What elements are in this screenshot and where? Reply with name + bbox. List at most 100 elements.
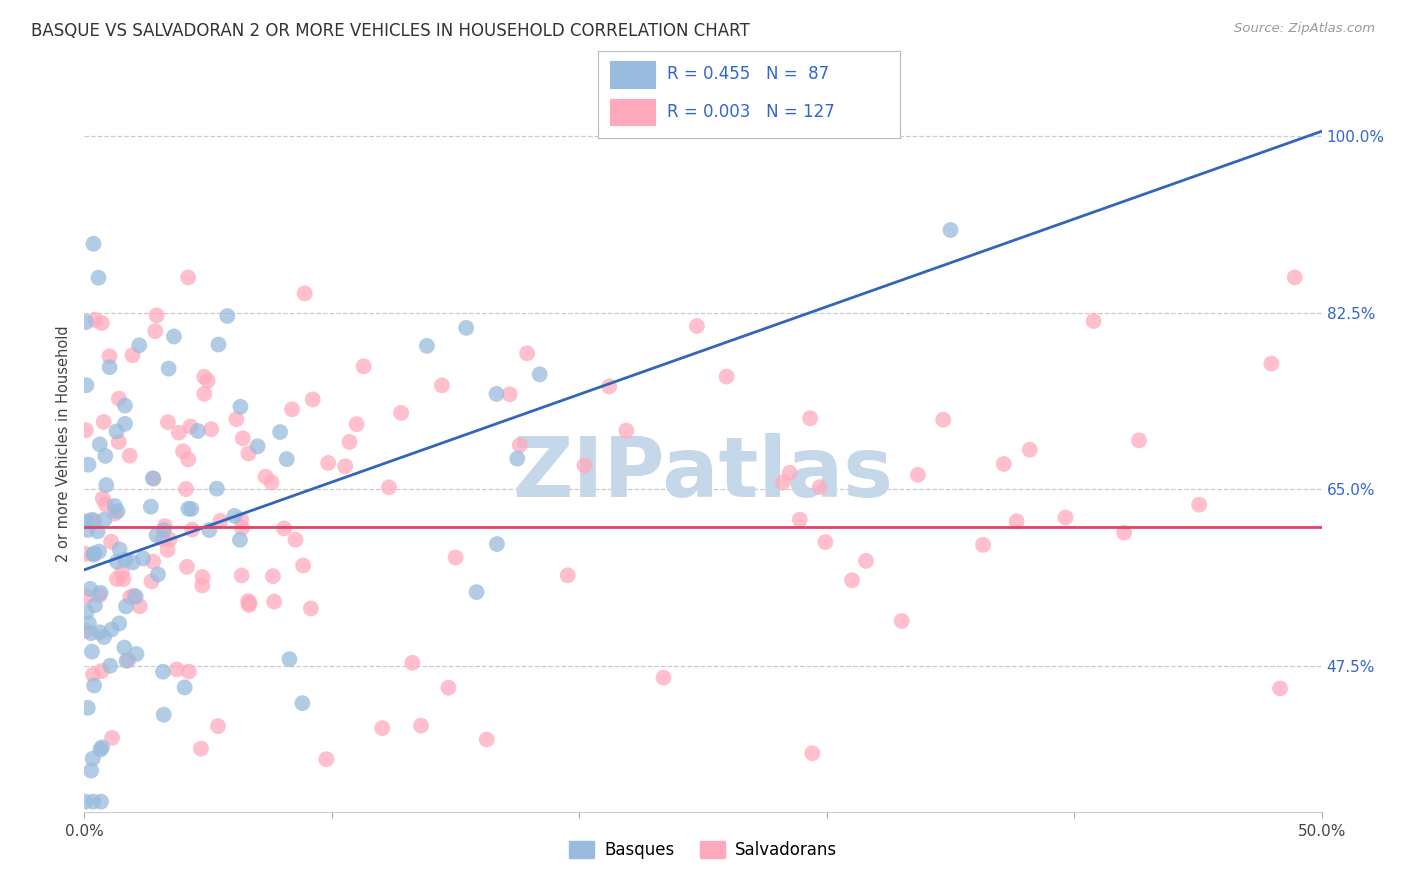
Point [128, 338, 150, 352]
Point [224, 508, 246, 523]
Point [91, 491, 114, 506]
Point [191, 570, 214, 584]
Point [907, 467, 929, 482]
Point [115, 599, 138, 614]
Point [77, 458, 100, 472]
Point [191, 578, 214, 592]
Point [84, 313, 107, 327]
Point [114, 553, 136, 567]
Point [231, 568, 253, 582]
Point [163, 329, 186, 343]
Point [353, 359, 375, 374]
Point [509, 438, 531, 452]
Point [808, 480, 831, 494]
Point [115, 654, 138, 668]
Point [156, 542, 179, 557]
Point [225, 412, 247, 426]
Point [94, 497, 117, 511]
Point [105, 572, 128, 586]
Point [1260, 357, 1282, 371]
Point [276, 452, 298, 467]
Point [315, 752, 337, 766]
Point [475, 732, 498, 747]
Point [231, 521, 253, 535]
Point [86, 524, 108, 539]
Point [299, 601, 322, 615]
Point [82, 236, 104, 251]
Point [152, 665, 174, 679]
Point [167, 425, 190, 440]
Point [117, 653, 139, 667]
Point [156, 415, 179, 429]
Legend: Basques, Salvadorans: Basques, Salvadorans [562, 834, 844, 866]
Point [187, 424, 209, 438]
Point [111, 566, 134, 580]
Point [181, 523, 204, 537]
Point [516, 346, 538, 360]
Point [177, 501, 200, 516]
Point [145, 309, 167, 323]
Point [90, 664, 112, 678]
Point [159, 533, 181, 547]
Point [789, 513, 811, 527]
Point [1005, 514, 1028, 528]
Point [335, 459, 357, 474]
Point [83, 514, 105, 528]
Y-axis label: 2 or more Vehicles in Household: 2 or more Vehicles in Household [56, 326, 72, 562]
Point [273, 521, 295, 535]
Point [506, 451, 529, 466]
Point [1188, 498, 1211, 512]
Point [101, 731, 124, 745]
Point [1268, 681, 1291, 696]
Point [229, 533, 252, 547]
Point [200, 422, 222, 436]
Point [485, 387, 508, 401]
Point [94, 449, 117, 463]
Point [142, 472, 165, 486]
Point [142, 555, 165, 569]
Point [371, 721, 394, 735]
Point [598, 379, 620, 393]
Point [1284, 270, 1306, 285]
Point [1112, 525, 1135, 540]
Point [108, 616, 131, 631]
Point [301, 392, 323, 407]
Point [190, 741, 212, 756]
Point [139, 500, 162, 514]
Point [75, 315, 97, 329]
Point [104, 507, 127, 521]
Point [238, 598, 260, 612]
Point [814, 535, 837, 549]
Point [104, 499, 127, 513]
Point [105, 425, 128, 439]
Point [82, 667, 104, 681]
Point [90, 742, 112, 756]
Point [89, 437, 111, 451]
Point [232, 431, 254, 445]
Point [174, 482, 197, 496]
Point [80, 645, 103, 659]
Text: Source: ZipAtlas.com: Source: ZipAtlas.com [1234, 22, 1375, 36]
Point [294, 286, 316, 301]
Point [80, 513, 103, 527]
Point [108, 542, 131, 557]
Point [121, 348, 143, 362]
Point [146, 567, 169, 582]
Text: ZIPatlas: ZIPatlas [513, 433, 893, 514]
Point [93, 630, 115, 644]
Point [176, 559, 198, 574]
Point [401, 656, 423, 670]
Point [263, 594, 285, 608]
Point [772, 475, 794, 490]
Point [153, 519, 176, 533]
Point [177, 665, 200, 679]
Point [262, 569, 284, 583]
Point [76, 700, 98, 714]
Point [557, 568, 579, 582]
Point [76, 605, 98, 619]
Point [83, 679, 105, 693]
Point [180, 502, 202, 516]
Point [87, 544, 110, 558]
Point [239, 596, 262, 610]
Point [82, 548, 104, 562]
